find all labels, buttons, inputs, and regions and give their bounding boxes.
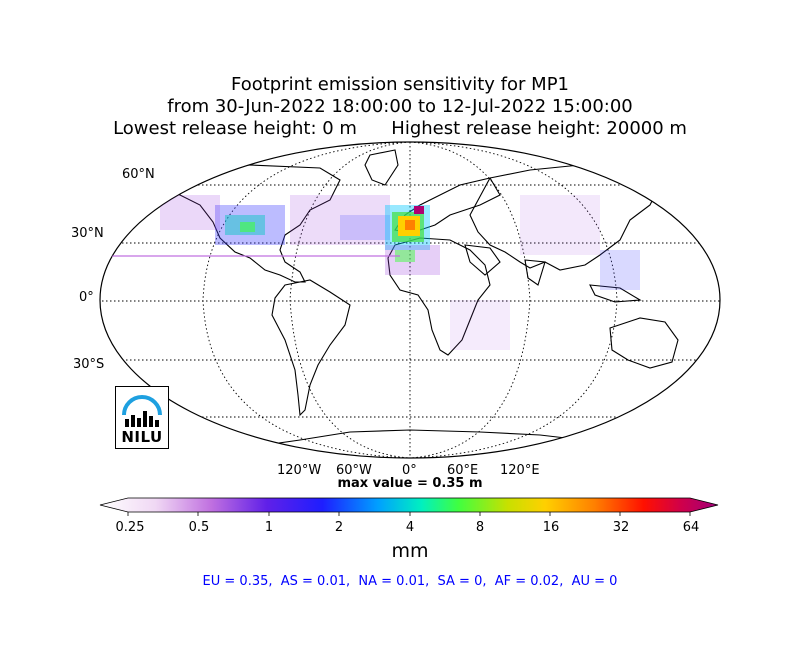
colorbar-tick: 64: [682, 520, 700, 535]
map-globe: [99, 141, 721, 459]
title-line-3: Lowest release height: 0 m Highest relea…: [113, 118, 687, 139]
lon-label-0: 0°: [402, 463, 417, 478]
lat-label-30s: 30°S: [73, 357, 105, 372]
nilu-logo-text: NILU: [121, 428, 163, 446]
lon-label-60e: 60°E: [447, 463, 479, 478]
footprint-speckles: [108, 195, 640, 350]
colorbar-tick: 1: [264, 520, 274, 535]
max-value-label: max value = 0.35 m: [337, 476, 483, 491]
lat-label-0: 0°: [79, 290, 94, 305]
title-line-1: Footprint emission sensitivity for MP1: [230, 74, 569, 95]
colorbar-tick: 0.5: [188, 520, 210, 535]
colorbar-tick: 32: [612, 520, 630, 535]
colorbar-tick: 0.25: [115, 520, 145, 535]
colorbar-tick: 4: [405, 520, 415, 535]
nilu-logo-icon: [122, 395, 162, 427]
lat-label-30n: 30°N: [71, 226, 104, 241]
colorbar-tick: 8: [475, 520, 485, 535]
lon-label-120e: 120°E: [500, 463, 540, 478]
title-line-2: from 30-Jun-2022 18:00:00 to 12-Jul-2022…: [167, 96, 633, 117]
colorbar: [99, 497, 719, 516]
lon-label-120w: 120°W: [277, 463, 322, 478]
colorbar-tick: 2: [334, 520, 344, 535]
colorbar-unit: mm: [391, 540, 429, 562]
region-summary: EU = 0.35, AS = 0.01, NA = 0.01, SA = 0,…: [202, 574, 618, 589]
nilu-logo: NILU: [115, 386, 169, 449]
colorbar-tick: 16: [542, 520, 560, 535]
lat-label-60n: 60°N: [122, 167, 155, 182]
lon-label-60w: 60°W: [336, 463, 372, 478]
